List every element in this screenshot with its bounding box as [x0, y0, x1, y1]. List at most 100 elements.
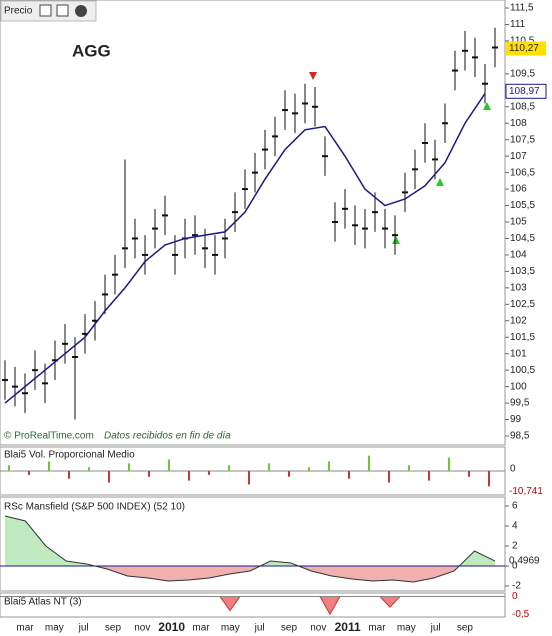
last-value: -10,741 — [509, 486, 543, 497]
y-tick-label: 99,5 — [510, 398, 530, 409]
ma-tag-label: 108,97 — [509, 86, 540, 97]
volume-bar — [388, 471, 390, 483]
y-tick-label: 103 — [510, 282, 527, 293]
volume-bar — [288, 471, 290, 477]
last-value: 0,4969 — [509, 556, 540, 567]
arrow-up — [392, 236, 400, 244]
y-tick-label: -2 — [512, 581, 521, 592]
y-tick-label: 100,5 — [510, 365, 535, 376]
moving-average — [4, 93, 486, 404]
y-tick-label: 108 — [510, 118, 527, 129]
volume-bar — [408, 465, 410, 471]
x-tick-label: nov — [310, 623, 326, 634]
panel-label: Precio — [4, 6, 33, 17]
rsc-area-pos — [5, 516, 495, 566]
y-tick-label: -0,5 — [512, 609, 530, 620]
volume-bar — [128, 463, 130, 471]
x-tick-label: mar — [368, 623, 386, 634]
price-tag-label: 110,27 — [509, 43, 539, 54]
y-tick-label: 0 — [510, 464, 516, 475]
volume-bar — [428, 471, 430, 481]
y-tick-label: 105 — [510, 217, 527, 228]
x-tick-label: may — [221, 623, 240, 634]
x-tick-label: jul — [254, 623, 265, 634]
ticker-title: AGG — [72, 41, 111, 60]
price-panel — [0, 0, 506, 446]
tool-icon[interactable] — [39, 4, 52, 17]
volume-bar — [208, 471, 210, 475]
volume-bar — [188, 471, 190, 481]
x-tick-label: mar — [16, 623, 34, 634]
source: © ProRealTime.com — [4, 431, 94, 442]
y-tick-label: 0 — [512, 591, 518, 602]
x-tick-label: 2010 — [158, 620, 185, 634]
x-tick-label: sep — [281, 623, 298, 634]
x-tick-label: jul — [430, 623, 441, 634]
volume-bar — [368, 455, 370, 471]
volume-bar — [308, 467, 310, 471]
y-tick-label: 99 — [510, 414, 522, 425]
panel-title: Blai5 Atlas NT (3) — [4, 597, 82, 608]
x-tick-label: sep — [457, 623, 474, 634]
volume-bar — [8, 465, 10, 471]
rsc-line — [4, 515, 496, 583]
volume-bar — [488, 471, 490, 487]
y-tick-label: 110,5 — [510, 36, 535, 47]
volume-bar — [68, 471, 70, 479]
y-tick-label: 107 — [510, 151, 527, 162]
volume-bar — [468, 471, 470, 477]
volume-bar — [88, 467, 90, 471]
y-tick-label: 4 — [512, 521, 518, 532]
ma-tag — [505, 83, 547, 99]
y-tick-label: 0 — [512, 561, 518, 572]
y-tick-label: 2 — [512, 541, 518, 552]
x-tick-label: 2011 — [335, 620, 361, 634]
volume-bar — [448, 457, 450, 471]
volume-bar — [48, 461, 50, 471]
close-icon[interactable] — [75, 5, 87, 17]
volume-bar — [328, 461, 330, 471]
volume-bar — [28, 471, 30, 475]
y-tick-label: 102,5 — [510, 299, 535, 310]
volume-bar — [248, 471, 250, 485]
y-tick-label: 102 — [510, 315, 527, 326]
volume-bar — [268, 463, 270, 471]
price-tag — [506, 41, 546, 56]
y-tick-label: 111 — [510, 19, 526, 30]
x-tick-label: mar — [192, 623, 210, 634]
panel-title: Blai5 Vol. Proporcional Medio — [4, 450, 135, 461]
arrow-up — [483, 102, 491, 110]
y-tick-label: 6 — [512, 501, 518, 512]
y-tick-label: 106 — [510, 184, 527, 195]
volume-bar — [228, 465, 230, 471]
y-tick-label: 106,5 — [510, 167, 535, 178]
volume-bar — [348, 471, 350, 479]
x-tick-label: nov — [134, 623, 150, 634]
source-note: Datos recibidos en fin de día — [104, 431, 231, 442]
window-icon[interactable] — [56, 4, 69, 17]
x-tick-label: may — [45, 623, 64, 634]
y-tick-label: 107,5 — [510, 134, 535, 145]
volume-bar — [168, 459, 170, 471]
panel-title: RSc Mansfield (S&P 500 INDEX) (52 10) — [4, 502, 185, 513]
x-tick-label: sep — [105, 623, 122, 634]
y-tick-label: 101,5 — [510, 332, 535, 343]
y-tick-label: 103,5 — [510, 266, 535, 277]
y-tick-label: 101 — [510, 348, 527, 359]
y-tick-label: 109,5 — [510, 68, 535, 79]
y-tick-label: 98,5 — [510, 431, 530, 442]
x-tick-label: jul — [78, 623, 89, 634]
y-tick-label: 108,5 — [510, 101, 535, 112]
y-tick-label: 100 — [510, 381, 527, 392]
arrow-down — [309, 72, 317, 80]
y-tick-label: 104,5 — [510, 233, 535, 244]
volume-bar — [108, 471, 110, 483]
x-tick-label: may — [397, 623, 416, 634]
volume-bar — [148, 471, 150, 477]
y-tick-label: 104 — [510, 250, 527, 261]
rsc-area-neg — [5, 566, 495, 582]
arrow-up — [436, 178, 444, 186]
y-tick-label: 111,5 — [510, 3, 534, 14]
y-tick-label: 105,5 — [510, 200, 535, 211]
